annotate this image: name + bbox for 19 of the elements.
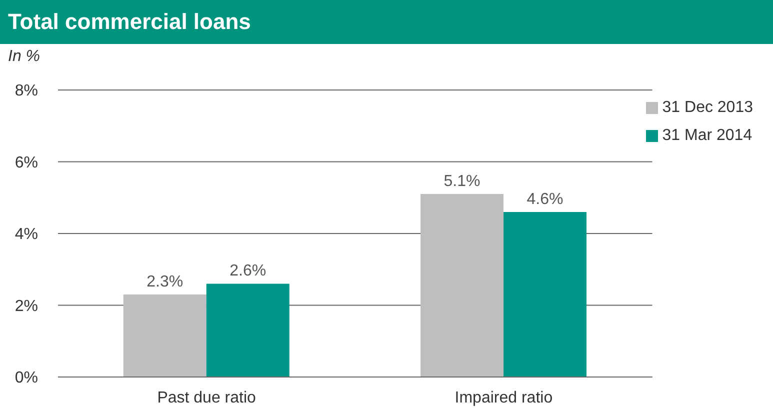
legend-label: 31 Mar 2014 [662,127,752,144]
legend-label: 31 Dec 2013 [662,99,753,116]
x-tick-label: Past due ratio [157,389,256,406]
data-label: 5.1% [444,173,480,190]
y-tick-label: 2% [14,298,38,315]
y-tick-label: 8% [14,82,38,100]
y-tick-label: 4% [14,226,38,244]
y-tick-label: 6% [14,154,38,172]
bar [206,284,290,377]
bar [123,294,206,377]
x-tick-label: Impaired ratio [454,389,553,406]
chart-title: Total commercial loans [0,0,773,44]
bar [504,212,586,377]
data-label: 2.3% [146,273,184,290]
bar [420,194,504,377]
data-label: 2.6% [230,262,266,280]
data-label: 4.6% [526,190,564,208]
y-tick-label: 0% [14,370,38,387]
y-axis-title: In % [8,48,40,66]
